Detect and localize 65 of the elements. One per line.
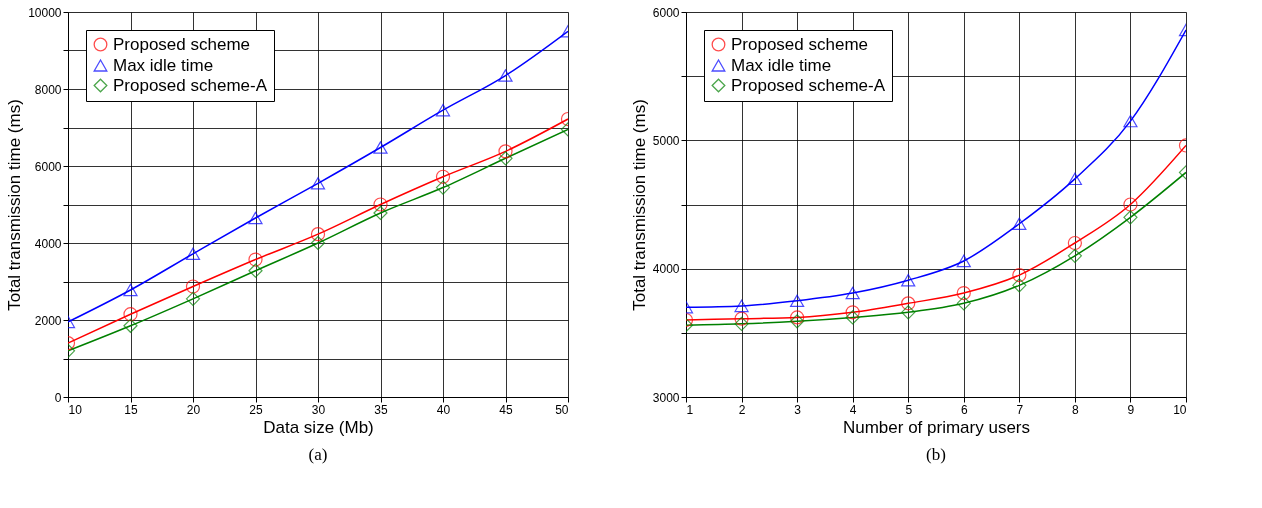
- point: [1012, 278, 1027, 293]
- y-axis-title: Total transmission time (ms): [629, 99, 649, 311]
- x-tick-label: 20: [186, 402, 201, 417]
- legend-label: Proposed scheme-A: [731, 75, 886, 95]
- x-tick-label: 50: [555, 402, 569, 417]
- y-axis-title: Total transmission time (ms): [5, 99, 25, 311]
- legend-label: Proposed scheme: [113, 34, 251, 54]
- x-tick-label: 4: [849, 402, 857, 417]
- x-tick-label: 30: [311, 402, 326, 417]
- legend-label: Max idle time: [731, 55, 832, 75]
- x-tick-label: 10: [68, 402, 83, 417]
- legend-label: Max idle time: [113, 55, 214, 75]
- x-tick-label: 45: [499, 402, 513, 417]
- text: (b): [926, 445, 946, 464]
- x-tick-label: 3: [794, 402, 802, 417]
- text: (a): [308, 445, 328, 464]
- x-tick-label: 25: [249, 402, 263, 417]
- x-axis-title: Data size (Mb): [263, 417, 374, 437]
- y-tick-label: 4000: [34, 236, 62, 251]
- y-tick-label: 2000: [34, 313, 62, 328]
- point: [901, 305, 916, 320]
- point: [789, 310, 805, 325]
- point: [1123, 210, 1138, 225]
- point: [1012, 217, 1027, 230]
- point: [1012, 267, 1027, 283]
- y-tick-label: 0: [54, 390, 62, 405]
- x-tick-label: 8: [1072, 402, 1080, 417]
- y-tick-label: 6000: [34, 159, 62, 174]
- point: [956, 296, 971, 311]
- point: [845, 305, 860, 320]
- y-tick-label: 10000: [28, 5, 62, 20]
- x-tick-label: 6: [960, 402, 968, 417]
- y-tick-label: 5000: [652, 133, 680, 148]
- point: [901, 273, 916, 287]
- point: [734, 299, 749, 313]
- y-tick-label: 3000: [652, 390, 680, 405]
- x-tick-label: 1: [686, 402, 694, 417]
- legend-label: Proposed scheme-A: [113, 75, 268, 95]
- x-tick-label: 35: [374, 402, 388, 417]
- x-tick-label: 2: [738, 402, 746, 417]
- x-tick-label: 5: [905, 402, 913, 417]
- point: [901, 296, 916, 311]
- y-tick-label: 6000: [652, 5, 680, 20]
- point: [845, 310, 860, 325]
- point: [1123, 197, 1138, 212]
- y-tick-label: 4000: [652, 262, 680, 277]
- x-tick-label: 15: [124, 402, 138, 417]
- point: [956, 254, 971, 268]
- point: [734, 311, 749, 326]
- x-tick-label: 9: [1127, 402, 1135, 417]
- x-tick-label: 40: [436, 402, 451, 417]
- x-tick-label: 7: [1016, 402, 1024, 417]
- legend-label: Proposed scheme: [731, 34, 869, 54]
- point: [1123, 114, 1138, 128]
- point: [845, 286, 860, 300]
- point: [956, 285, 971, 301]
- x-axis-title: Number of primary users: [842, 417, 1031, 437]
- point: [789, 314, 805, 329]
- point: [789, 294, 805, 307]
- point: [734, 316, 749, 331]
- x-tick-label: 10: [1173, 402, 1187, 417]
- point: [1067, 172, 1083, 186]
- point: [1067, 248, 1083, 263]
- y-tick-label: 8000: [34, 82, 62, 97]
- point: [1067, 235, 1083, 251]
